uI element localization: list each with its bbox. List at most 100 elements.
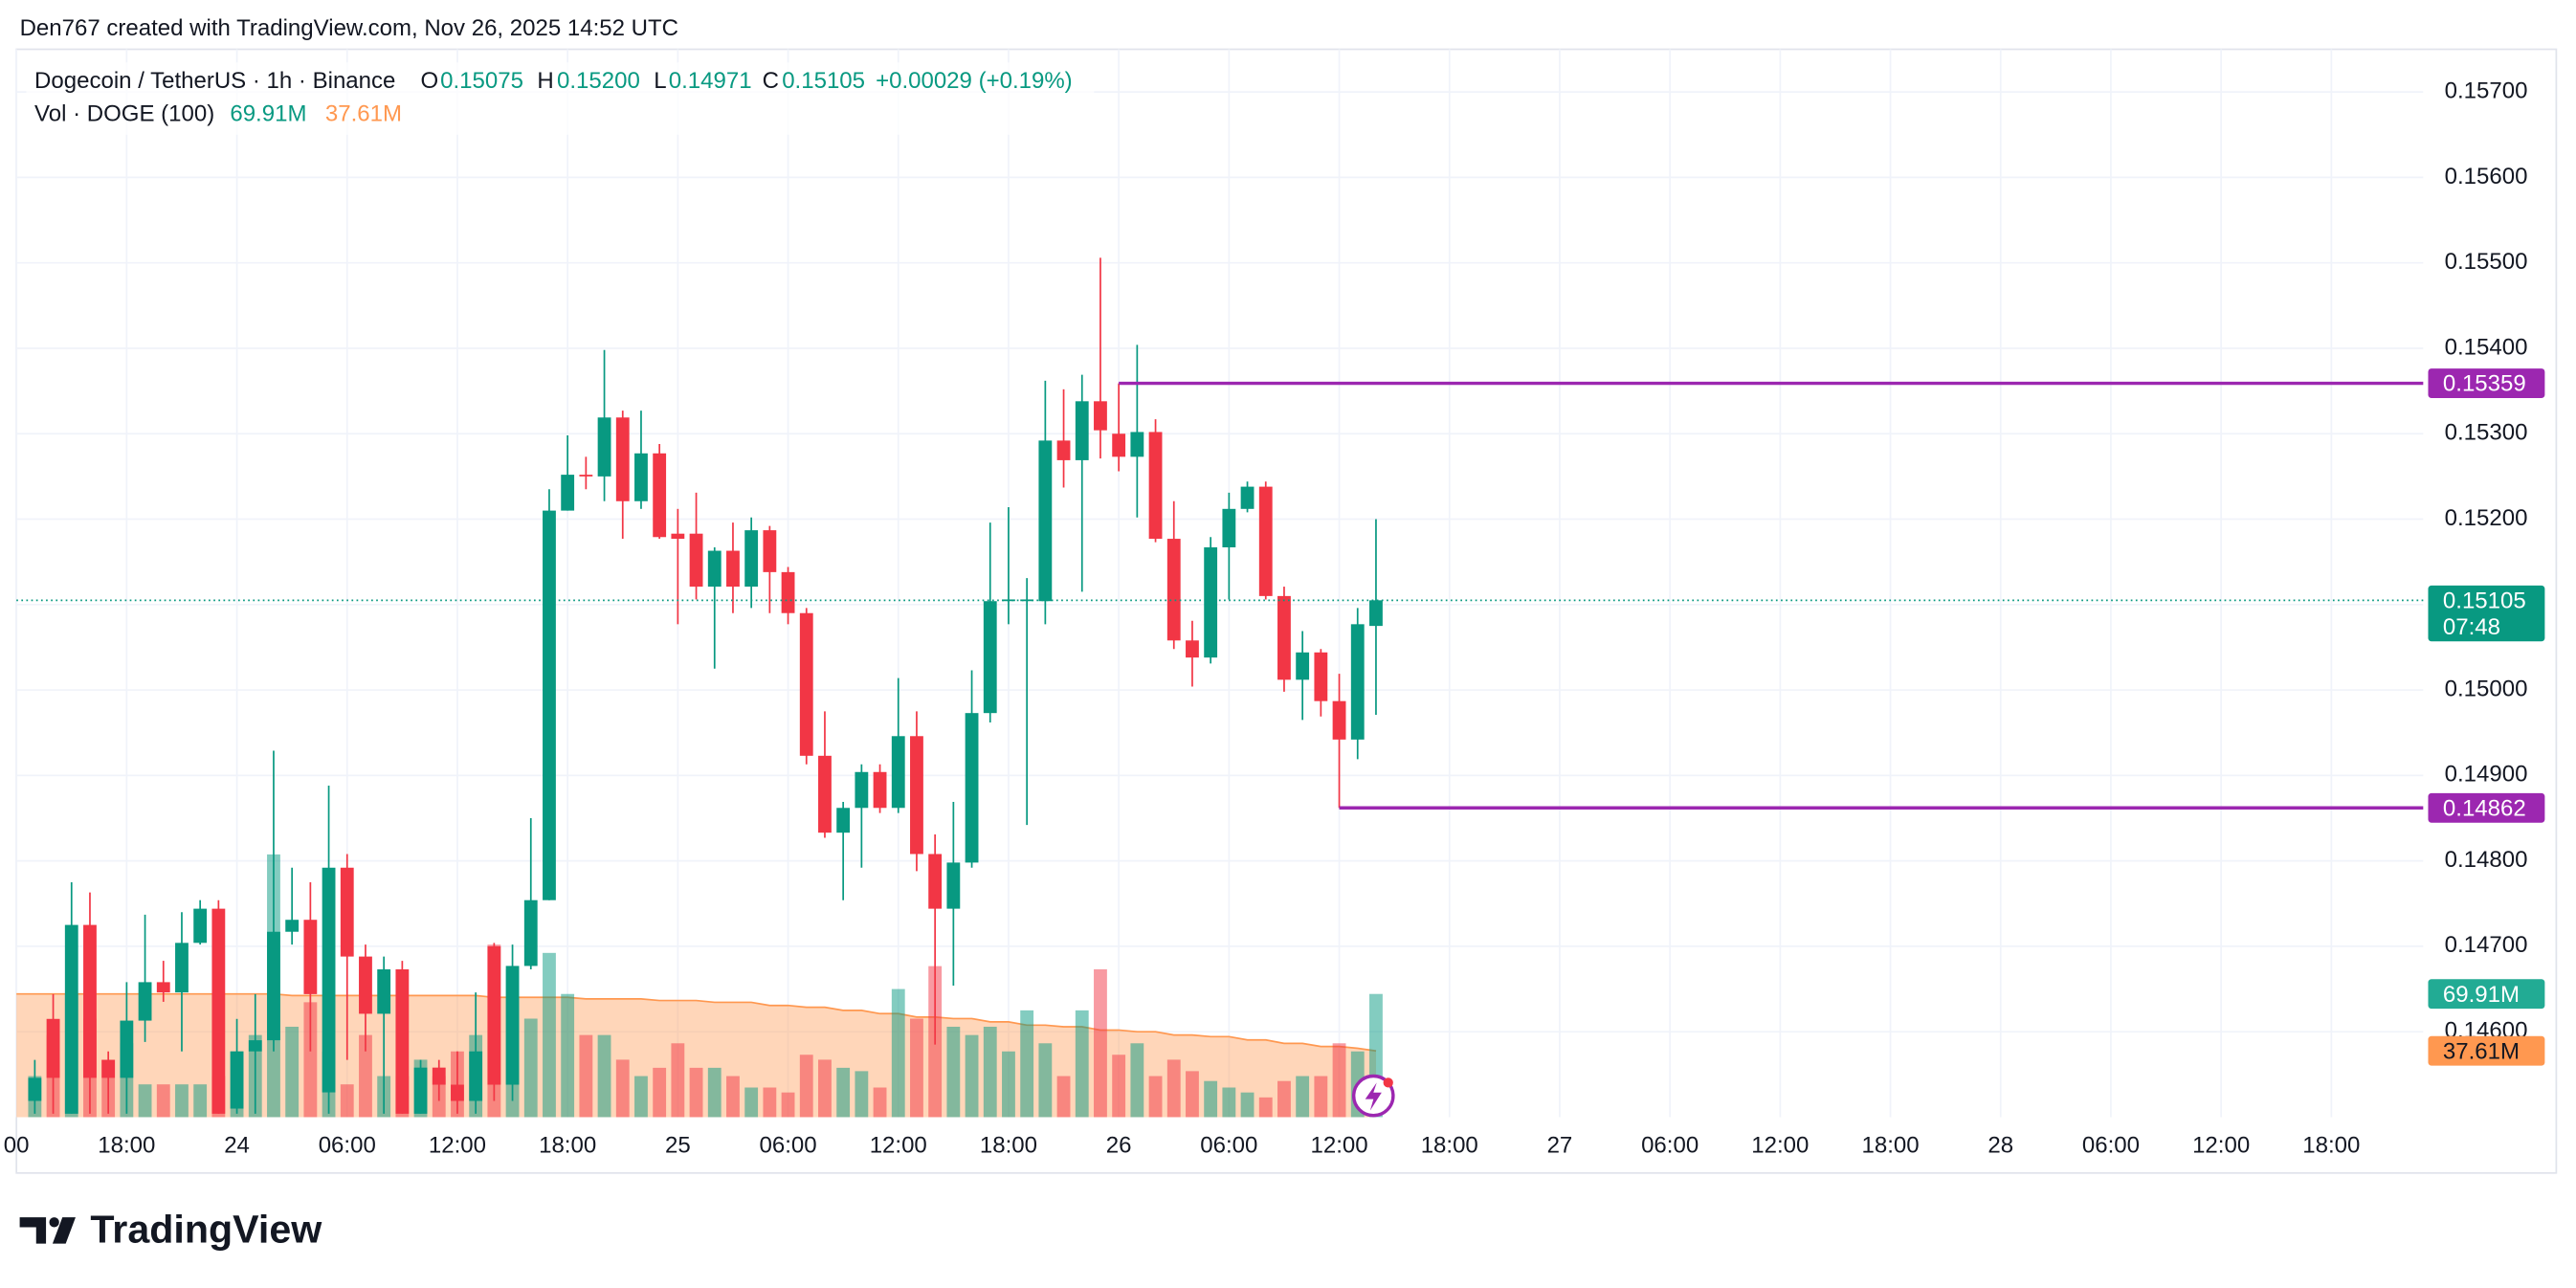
price-label-bg [2428,792,2545,823]
candle-body [1112,433,1126,457]
volume-bar [1056,1076,1071,1118]
volume-bar [1258,1097,1273,1118]
volume-bar [340,1084,354,1118]
volume-bar [1075,1010,1089,1118]
logo-mark [49,1217,59,1228]
volume-bar [1038,1043,1053,1118]
plot: 0.146000.147000.148000.149000.150000.151… [4,49,2545,1159]
candle-body [653,453,667,538]
volume-label-bg [2428,979,2545,1010]
candle-body [910,736,923,855]
candle-body [101,1059,116,1078]
candle-body [230,1051,244,1109]
candle-body [707,550,722,588]
alert-icon[interactable] [1351,1074,1395,1118]
candle-body [671,533,685,540]
legend: Dogecoin / TetherUS · 1h · Binance O 0.1… [26,62,1095,135]
y-tick-label: 0.14700 [2445,932,2528,958]
x-tick-label: 18:00 [2302,1133,2360,1159]
volume-bar [1314,1076,1328,1118]
candle-body [597,417,611,477]
candle-body [1056,440,1071,460]
volume-bar [653,1067,667,1118]
volume-bar [781,1092,795,1118]
volume-bar [597,1034,611,1118]
volume-bar [671,1043,685,1118]
volume-bar [1130,1043,1144,1118]
candle-body [799,612,813,756]
candle-body [818,755,832,833]
candle-body [946,862,961,909]
credit: Den767 created with TradingView.com, Nov… [20,15,678,41]
candle-body [855,771,869,809]
volume-bar [193,1084,208,1118]
volume-bar [855,1071,869,1118]
candle-body [523,899,538,966]
footer-logo: TradingView [19,1208,322,1252]
y-tick-label: 0.15200 [2445,505,2528,531]
candle-body [487,945,501,1085]
candle-body [46,1018,60,1078]
x-tick-label: 06:00 [1200,1133,1257,1159]
volume-bar [744,1087,759,1118]
candle-body [763,530,777,572]
x-tick-label: 27 [1547,1133,1573,1159]
candle-body [615,417,630,501]
y-tick-label: 0.14900 [2445,762,2528,788]
x-tick-label: 18:00 [539,1133,596,1159]
x-tick-label: 12:00 [2192,1133,2250,1159]
candle-body [1332,700,1346,740]
candle-body [744,530,759,588]
candle-body [83,924,97,1078]
candle-body [965,713,979,863]
volume-bar [138,1084,152,1118]
candle-body [1166,539,1181,641]
volume-bar [1112,1055,1126,1118]
candle-body [377,969,391,1014]
volume-bar [873,1087,887,1118]
volume-bar [707,1067,722,1118]
volume-bar [523,1018,538,1118]
volume-bar [634,1076,648,1118]
candle-body [340,867,354,957]
legend-key: O [421,68,439,94]
candle-body [395,969,410,1114]
legend-value: 0.14971 [669,68,752,94]
legend-key: L [654,68,666,94]
volume-bar [726,1076,740,1118]
volume-bar [359,1034,372,1118]
x-tick-label: 00 [4,1133,30,1159]
legend-value: 0.15200 [557,68,640,94]
candle-body [505,966,520,1085]
candle-body [322,867,336,1093]
volume-bar [910,1018,923,1118]
volume-bar [1020,1010,1034,1118]
candle-body [1094,401,1107,431]
candle-body [1350,624,1365,740]
alert-bolt [1365,1082,1382,1111]
volume-bar [1166,1059,1181,1118]
volume-bar [1240,1092,1255,1118]
legend-symbol: Dogecoin / TetherUS · 1h · Binance [34,68,395,94]
candle-body [1186,640,1199,658]
candle-body [1222,508,1236,547]
x-tick-label: 06:00 [2082,1133,2140,1159]
volume-bar [836,1067,851,1118]
volume-bar [818,1059,832,1118]
candle-body [836,808,851,833]
volume-bar [303,1002,318,1118]
volume-bar [946,1026,961,1118]
y-tick-label: 0.15300 [2445,420,2528,446]
volume-bar [1186,1071,1199,1118]
x-tick-label: 06:00 [319,1133,376,1159]
x-tick-label: 12:00 [1751,1133,1809,1159]
volume-bar [799,1055,813,1118]
candle-body [248,1040,262,1052]
y-tick-label: 0.15400 [2445,334,2528,360]
candle-body [359,956,372,1014]
y-tick-label: 0.15600 [2445,164,2528,189]
volume-bar [983,1026,997,1118]
x-tick-label: 12:00 [1310,1133,1367,1159]
candle-body [891,736,905,809]
